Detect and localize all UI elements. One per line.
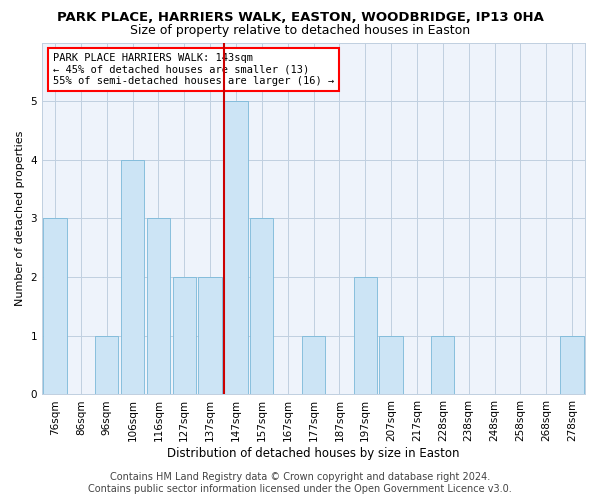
X-axis label: Distribution of detached houses by size in Easton: Distribution of detached houses by size … xyxy=(167,447,460,460)
Text: PARK PLACE HARRIERS WALK: 143sqm
← 45% of detached houses are smaller (13)
55% o: PARK PLACE HARRIERS WALK: 143sqm ← 45% o… xyxy=(53,53,334,86)
Text: Size of property relative to detached houses in Easton: Size of property relative to detached ho… xyxy=(130,24,470,37)
Y-axis label: Number of detached properties: Number of detached properties xyxy=(15,131,25,306)
Bar xyxy=(379,336,403,394)
Bar xyxy=(302,336,325,394)
Bar xyxy=(173,277,196,394)
Bar xyxy=(224,101,248,394)
Bar xyxy=(431,336,454,394)
Bar xyxy=(250,218,274,394)
Text: PARK PLACE, HARRIERS WALK, EASTON, WOODBRIDGE, IP13 0HA: PARK PLACE, HARRIERS WALK, EASTON, WOODB… xyxy=(56,11,544,24)
Bar xyxy=(121,160,144,394)
Bar xyxy=(199,277,222,394)
Bar xyxy=(560,336,584,394)
Text: Contains HM Land Registry data © Crown copyright and database right 2024.
Contai: Contains HM Land Registry data © Crown c… xyxy=(88,472,512,494)
Bar xyxy=(353,277,377,394)
Bar xyxy=(147,218,170,394)
Bar xyxy=(95,336,118,394)
Bar xyxy=(43,218,67,394)
